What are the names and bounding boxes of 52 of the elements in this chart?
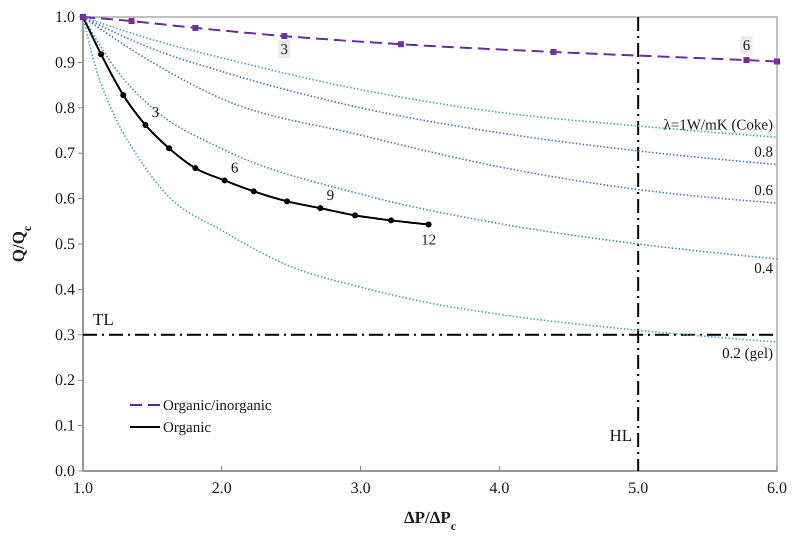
x-tick-label: 6.0 (767, 480, 787, 497)
point (192, 165, 198, 172)
point (192, 24, 198, 31)
point (250, 188, 257, 194)
point (743, 57, 750, 64)
point (550, 48, 557, 55)
point (281, 33, 288, 40)
series-label: 0.2 (gel) (722, 346, 773, 362)
point (398, 41, 404, 48)
y-tick-label: 1.0 (55, 9, 75, 26)
annotation: 6 (230, 160, 239, 176)
x-tick-label: 4.0 (489, 480, 510, 497)
ref-line-label: HL (610, 426, 632, 445)
x-tick-label: 5.0 (628, 480, 648, 497)
ref-line-label: TL (93, 310, 114, 329)
annotation: 3 (280, 42, 288, 58)
point (166, 145, 172, 152)
point (352, 212, 358, 218)
point (120, 92, 126, 98)
annotation: 9 (326, 188, 334, 204)
y-tick-label: 0.7 (55, 145, 75, 162)
annotation: 12 (421, 232, 436, 248)
series-label: 0.4 (754, 260, 774, 277)
y-tick-label: 0.6 (55, 190, 75, 208)
legend-label: Organic/inorganic (163, 398, 272, 414)
y-tick-label: 0.9 (55, 54, 75, 72)
series-label: 0.6 (754, 183, 774, 200)
y-tick-label: 0.4 (55, 281, 75, 298)
series-label: 0.8 (754, 144, 773, 161)
y-tick-label: 0.0 (55, 463, 75, 480)
series-label: λ=1W/mK (Coke) (664, 117, 773, 134)
point (98, 51, 104, 58)
x-tick-label: 1.0 (73, 480, 93, 497)
y-tick-label: 0.2 (55, 372, 75, 390)
annotation: 3 (152, 105, 160, 122)
annotation: 6 (742, 38, 751, 54)
y-tick-label: 0.1 (55, 418, 75, 435)
point (388, 217, 394, 224)
y-tick-label: 0.5 (55, 236, 75, 253)
legend-label: Organic (163, 420, 212, 436)
point (222, 177, 228, 184)
point (284, 198, 290, 204)
point (128, 18, 135, 24)
point (142, 122, 148, 128)
y-tick-label: 0.3 (55, 326, 75, 344)
point (426, 221, 432, 228)
x-axis-title: ΔP/ΔP$_{c}$ (404, 508, 456, 533)
point (774, 58, 780, 64)
y-tick-label: 0.8 (55, 100, 75, 117)
point (317, 205, 324, 212)
x-tick-label: 2.0 (212, 480, 232, 497)
x-tick-label: 3.0 (350, 480, 371, 497)
